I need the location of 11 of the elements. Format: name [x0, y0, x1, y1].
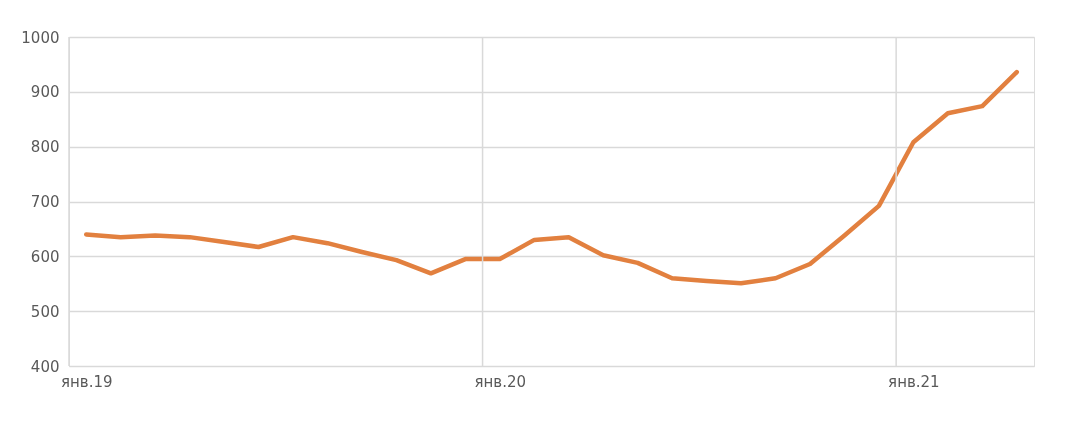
x-tick-label: янв.20 — [474, 372, 527, 391]
y-tick-label: 500 — [30, 302, 60, 321]
y-tick-label: 900 — [30, 83, 60, 102]
y-tick-label: 600 — [30, 247, 60, 266]
line-series — [83, 69, 1020, 286]
y-tick-label: 800 — [30, 138, 60, 157]
x-tick-label: янв.19 — [60, 372, 113, 391]
y-tick-label: 700 — [30, 193, 60, 211]
y-tick-label: 1000 — [21, 28, 60, 47]
x-tick-label: янв.21 — [888, 372, 940, 391]
y-tick-label: 400 — [30, 357, 60, 376]
